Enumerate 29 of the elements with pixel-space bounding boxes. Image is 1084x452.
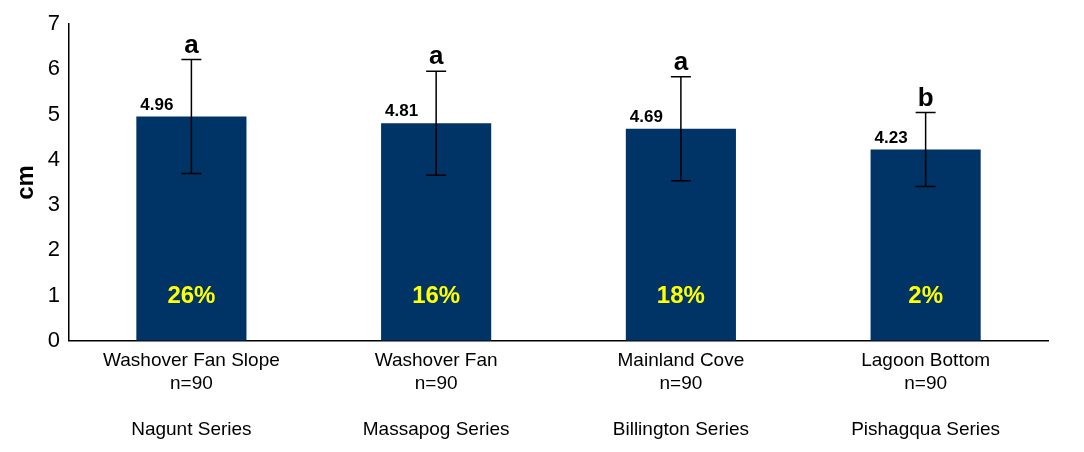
category-label: Washover Fan n=90 Massapog Series xyxy=(362,349,510,439)
annotation: 26% xyxy=(167,281,216,309)
y-tick-label: 3 xyxy=(47,191,61,217)
y-axis-title: cm xyxy=(11,165,39,200)
y-tick-label: 6 xyxy=(47,55,61,81)
y-tick-label: 1 xyxy=(47,281,61,307)
annotation: a xyxy=(428,40,444,71)
category-label: Washover Fan Slope n=90 Nagunt Series xyxy=(103,349,280,439)
annotation: 18% xyxy=(656,281,705,309)
y-tick-label: 4 xyxy=(47,145,61,171)
annotation: 2% xyxy=(908,281,943,309)
data-label: 4.81 xyxy=(385,101,419,121)
annotation: b xyxy=(917,81,934,112)
annotation: a xyxy=(184,28,200,59)
bar xyxy=(381,123,492,341)
data-label: 4.23 xyxy=(874,127,908,147)
data-label: 4.69 xyxy=(629,106,663,126)
y-tick-label: 0 xyxy=(47,326,61,352)
bar xyxy=(870,149,981,341)
annotation: 16% xyxy=(412,281,461,309)
annotation: a xyxy=(673,45,689,76)
y-tick-label: 7 xyxy=(47,10,61,36)
category-label: Lagoon Bottom n=90 Pishagqua Series xyxy=(851,349,1001,439)
bar xyxy=(625,128,736,341)
y-tick-label: 2 xyxy=(47,236,61,262)
y-tick-label: 5 xyxy=(47,100,61,126)
data-label: 4.96 xyxy=(140,94,174,114)
bar xyxy=(136,116,247,341)
category-label: Mainland Cove n=90 Billington Series xyxy=(612,349,750,439)
